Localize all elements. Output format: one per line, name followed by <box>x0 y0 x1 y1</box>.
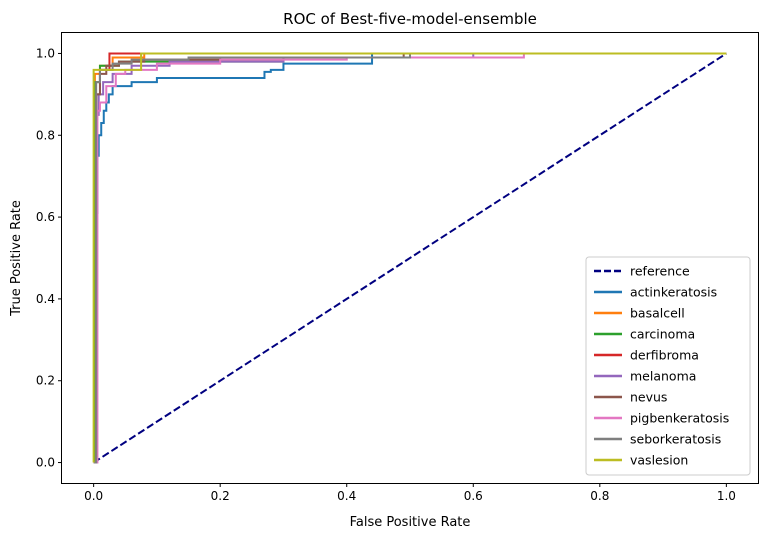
y-tick-label: 0.0 <box>36 456 55 470</box>
legend-label-actinkeratosis: actinkeratosis <box>630 285 717 300</box>
series-line-vaslesion <box>92 52 727 463</box>
legend-label-seborkeratosis: seborkeratosis <box>630 432 721 447</box>
y-axis: 0.0 0.2 0.4 0.6 0.8 1.0 <box>36 46 62 470</box>
plot-lines <box>92 52 727 464</box>
x-tick-label: 0.0 <box>84 489 103 503</box>
y-tick-label: 0.6 <box>36 210 55 224</box>
x-tick-label: 0.2 <box>211 489 230 503</box>
legend-label-pigbenkeratosis: pigbenkeratosis <box>630 411 729 426</box>
legend-label-derfibroma: derfibroma <box>630 348 699 363</box>
y-tick-label: 0.8 <box>36 128 55 142</box>
legend-label-vaslesion: vaslesion <box>630 453 688 468</box>
legend-label-basalcell: basalcell <box>630 306 685 321</box>
x-axis: 0.0 0.2 0.4 0.6 0.8 1.0 <box>84 483 736 503</box>
series-line-reference <box>93 52 727 464</box>
legend-label-melanoma: melanoma <box>630 369 696 384</box>
chart-title: ROC of Best-five-model-ensemble <box>283 10 537 28</box>
y-axis-label: True Positive Rate <box>9 200 24 317</box>
legend-label-reference: reference <box>630 264 690 279</box>
x-tick-label: 0.8 <box>590 489 609 503</box>
legend-box <box>585 256 751 476</box>
series-line-seborkeratosis <box>93 52 727 464</box>
legend-label-nevus: nevus <box>630 390 667 405</box>
x-tick-label: 1.0 <box>717 489 736 503</box>
plot-frame <box>61 32 759 484</box>
x-tick-label: 0.6 <box>464 489 483 503</box>
x-tick-label: 0.4 <box>337 489 356 503</box>
y-tick-label: 0.4 <box>36 292 55 306</box>
y-tick-label: 0.2 <box>36 374 55 388</box>
y-tick-label: 1.0 <box>36 46 55 60</box>
legend-label-carcinoma: carcinoma <box>630 327 695 342</box>
legend: reference actinkeratosis basalcell carcinom… <box>585 256 751 476</box>
x-axis-label: False Positive Rate <box>350 515 471 530</box>
